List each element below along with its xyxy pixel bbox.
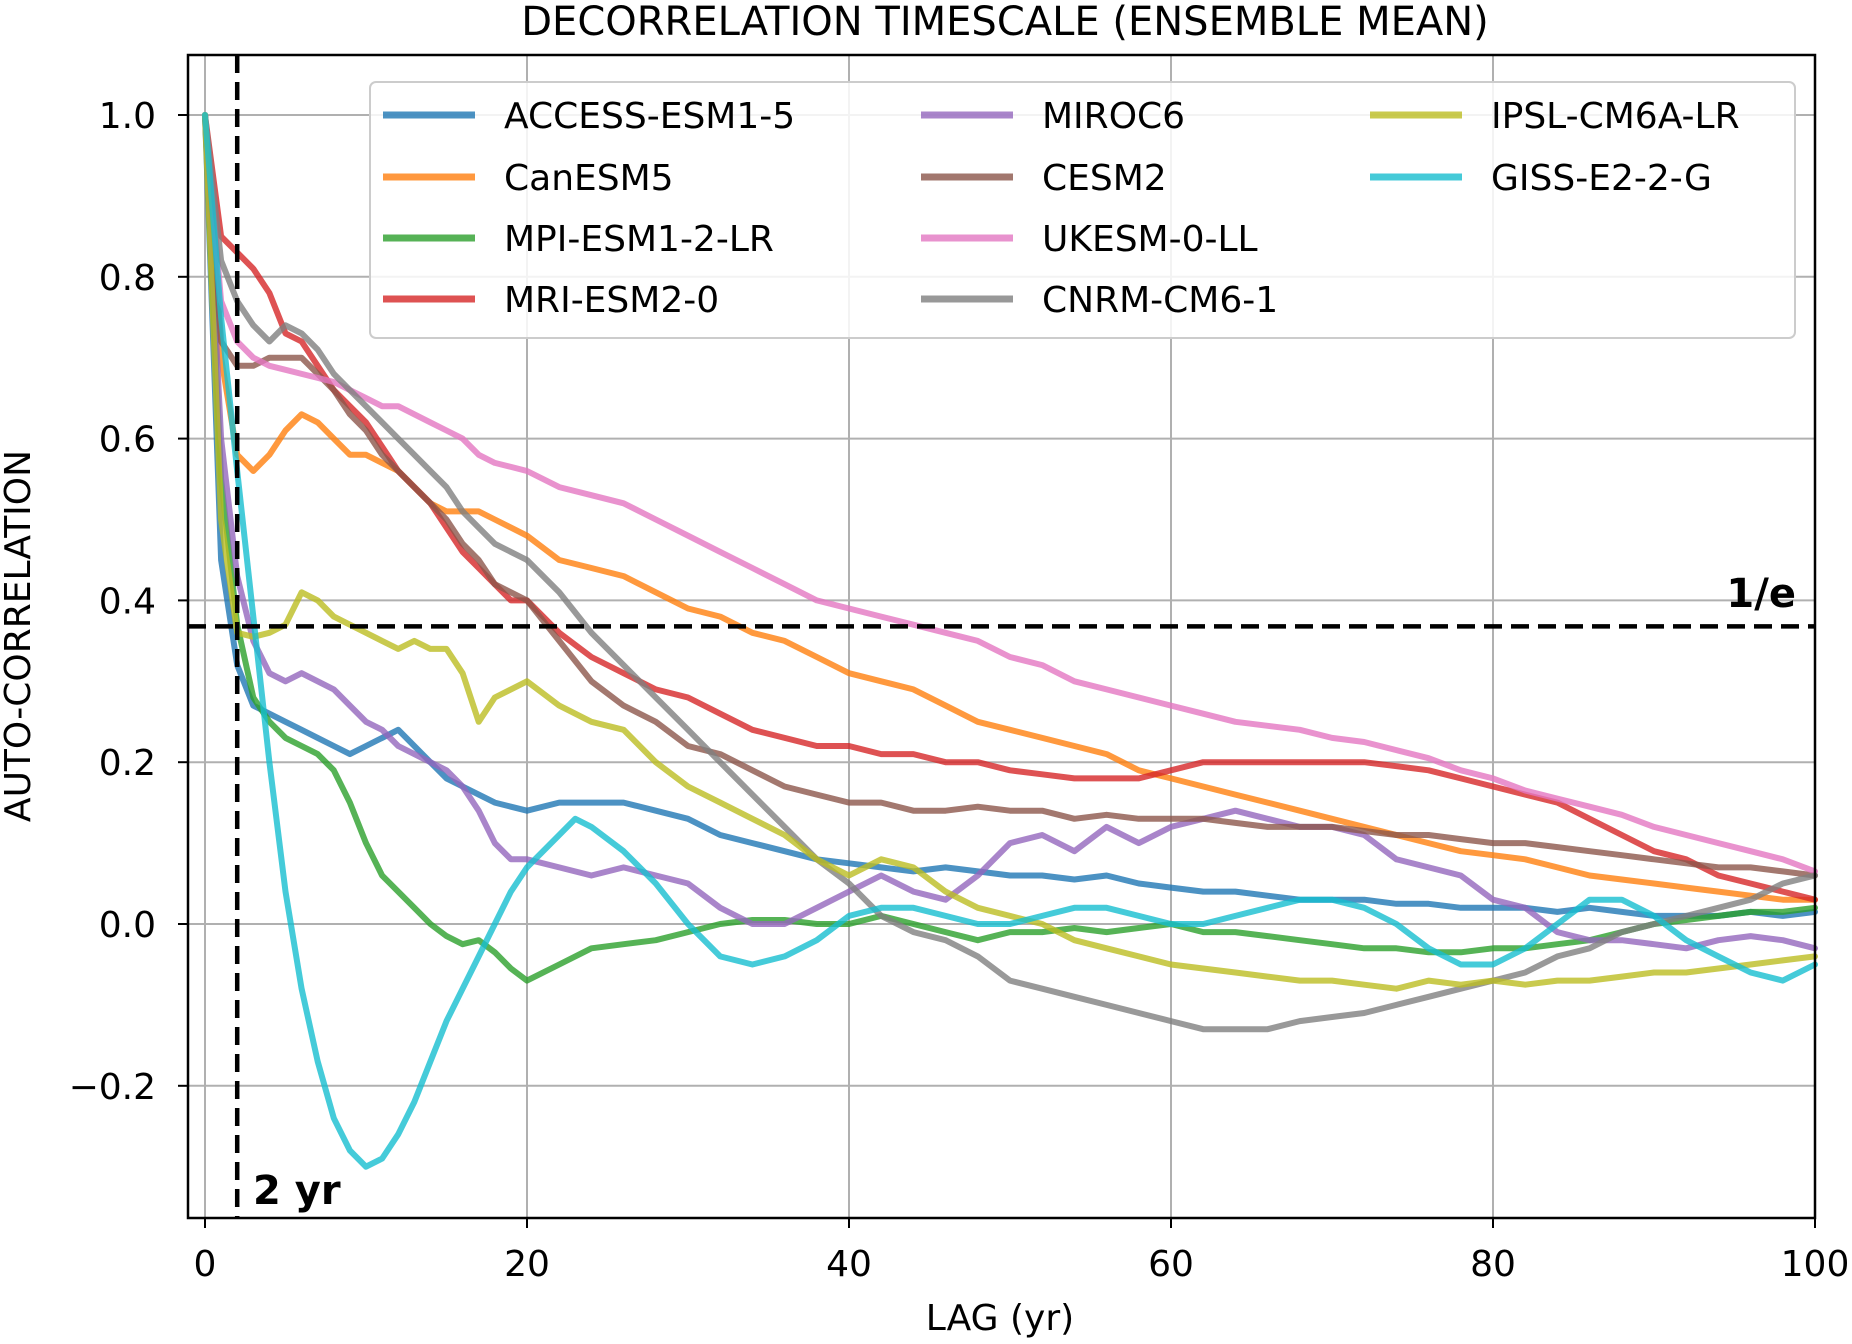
x-tick-label-5: 100 xyxy=(1781,1244,1850,1285)
x-axis-label: LAG (yr) xyxy=(926,1298,1074,1339)
legend: ACCESS-ESM1-5 CanESM5 MPI-ESM1-2-LR MRI-ESM… xyxy=(369,81,1796,339)
y-tick-label-4: 0.2 xyxy=(99,743,156,784)
legend-label-mpi-esm1-2-lr: MPI-ESM1-2-LR xyxy=(504,219,774,260)
y-tick-label-6: −0.2 xyxy=(69,1067,156,1108)
y-tick-label-0: 1.0 xyxy=(99,96,156,137)
reference-lines xyxy=(188,55,1815,1218)
series-line-ukesm-0-ll xyxy=(202,112,1818,875)
series-line-access-esm1-5 xyxy=(202,112,1818,919)
x-axis-ticks: 0 20 40 60 80 100 xyxy=(194,1218,1850,1285)
x-tick-label-2: 40 xyxy=(826,1244,872,1285)
y-axis-ticks: 1.0 0.8 0.6 0.4 0.2 0.0 −0.2 xyxy=(69,96,188,1108)
legend-label-ipsl-cm6a-lr: IPSL-CM6A-LR xyxy=(1491,96,1740,137)
y-tick-label-1: 0.8 xyxy=(99,258,156,299)
one-over-e-label: 1/e xyxy=(1726,571,1796,617)
y-tick-label-3: 0.4 xyxy=(99,581,156,622)
y-tick-label-2: 0.6 xyxy=(99,420,156,461)
series-line-mri-esm2-0 xyxy=(202,112,1818,903)
y-axis-label: AUTO-CORRELATION xyxy=(0,450,39,822)
legend-label-cnrm-cm6-1: CNRM-CM6-1 xyxy=(1042,280,1278,321)
series-line-miroc6 xyxy=(202,112,1818,952)
legend-label-cesm2: CESM2 xyxy=(1042,158,1167,199)
series-line-mpi-esm1-2-lr xyxy=(202,112,1818,984)
legend-box xyxy=(369,81,1796,339)
chart-title: DECORRELATION TIMESCALE (ENSEMBLE MEAN) xyxy=(521,0,1489,45)
y-tick-label-5: 0.0 xyxy=(99,905,156,946)
two-year-label: 2 yr xyxy=(253,1168,341,1214)
x-tick-label-1: 20 xyxy=(504,1244,550,1285)
series-line-cesm2 xyxy=(202,112,1818,879)
legend-label-ukesm-0-ll: UKESM-0-LL xyxy=(1042,219,1258,260)
legend-label-mri-esm2-0: MRI-ESM2-0 xyxy=(504,280,719,321)
legend-label-canesm5: CanESM5 xyxy=(504,158,674,199)
series-lines xyxy=(202,112,1818,1170)
series-line-ipsl-cm6a-lr xyxy=(202,112,1818,992)
x-tick-label-3: 60 xyxy=(1148,1244,1194,1285)
legend-label-access-esm1-5: ACCESS-ESM1-5 xyxy=(504,96,795,137)
x-tick-label-0: 0 xyxy=(194,1244,217,1285)
x-tick-label-4: 80 xyxy=(1470,1244,1516,1285)
plot-frame xyxy=(186,53,1817,1220)
legend-label-giss-e2-2-g: GISS-E2-2-G xyxy=(1491,158,1712,199)
series-line-giss-e2-2-g xyxy=(202,112,1818,1170)
series-line-canesm5 xyxy=(202,112,1818,903)
legend-label-miroc6: MIROC6 xyxy=(1042,96,1185,137)
